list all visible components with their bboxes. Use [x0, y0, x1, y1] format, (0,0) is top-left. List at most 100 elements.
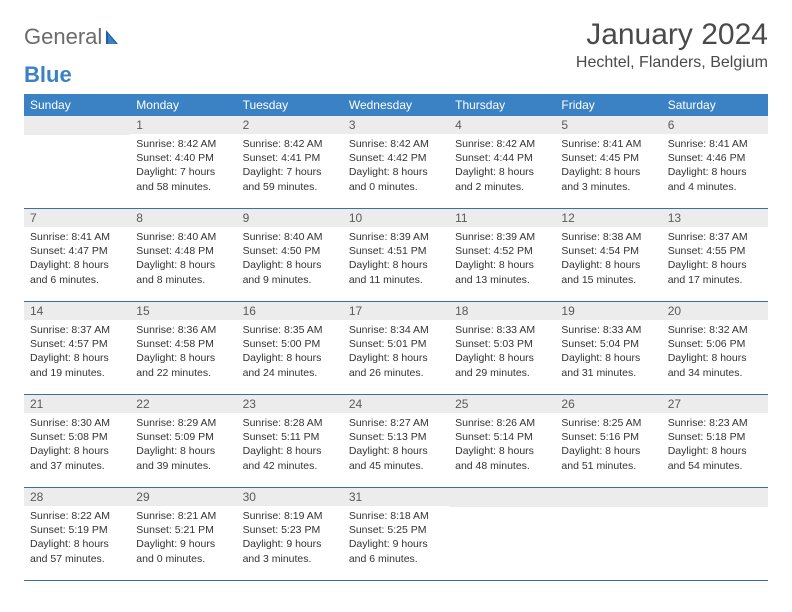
calendar-week: 28Sunrise: 8:22 AMSunset: 5:19 PMDayligh…	[24, 488, 768, 581]
calendar-cell: 14Sunrise: 8:37 AMSunset: 4:57 PMDayligh…	[24, 302, 130, 395]
day-info: Sunrise: 8:33 AMSunset: 5:04 PMDaylight:…	[555, 320, 661, 384]
day-number: 6	[662, 116, 768, 134]
day-info: Sunrise: 8:41 AMSunset: 4:47 PMDaylight:…	[24, 227, 130, 291]
month-title: January 2024	[576, 18, 768, 52]
calendar-cell: 15Sunrise: 8:36 AMSunset: 4:58 PMDayligh…	[130, 302, 236, 395]
calendar-cell	[555, 488, 661, 581]
calendar-cell: 24Sunrise: 8:27 AMSunset: 5:13 PMDayligh…	[343, 395, 449, 488]
day-number: 23	[237, 395, 343, 413]
calendar-cell: 7Sunrise: 8:41 AMSunset: 4:47 PMDaylight…	[24, 209, 130, 302]
day-number: 4	[449, 116, 555, 134]
weekday-header: Sunday	[24, 94, 130, 116]
title-block: January 2024 Hechtel, Flanders, Belgium	[576, 18, 768, 72]
day-number: 31	[343, 488, 449, 506]
day-number-empty	[662, 488, 768, 507]
day-info: Sunrise: 8:28 AMSunset: 5:11 PMDaylight:…	[237, 413, 343, 477]
day-info: Sunrise: 8:42 AMSunset: 4:40 PMDaylight:…	[130, 134, 236, 198]
day-info: Sunrise: 8:26 AMSunset: 5:14 PMDaylight:…	[449, 413, 555, 477]
day-number: 13	[662, 209, 768, 227]
day-number-empty	[555, 488, 661, 507]
calendar-cell: 11Sunrise: 8:39 AMSunset: 4:52 PMDayligh…	[449, 209, 555, 302]
day-info: Sunrise: 8:36 AMSunset: 4:58 PMDaylight:…	[130, 320, 236, 384]
day-info: Sunrise: 8:27 AMSunset: 5:13 PMDaylight:…	[343, 413, 449, 477]
day-info: Sunrise: 8:18 AMSunset: 5:25 PMDaylight:…	[343, 506, 449, 570]
day-info: Sunrise: 8:34 AMSunset: 5:01 PMDaylight:…	[343, 320, 449, 384]
day-info: Sunrise: 8:21 AMSunset: 5:21 PMDaylight:…	[130, 506, 236, 570]
calendar-cell: 25Sunrise: 8:26 AMSunset: 5:14 PMDayligh…	[449, 395, 555, 488]
calendar-cell: 22Sunrise: 8:29 AMSunset: 5:09 PMDayligh…	[130, 395, 236, 488]
weekday-header: Wednesday	[343, 94, 449, 116]
day-number: 20	[662, 302, 768, 320]
weekday-header: Tuesday	[237, 94, 343, 116]
day-info: Sunrise: 8:32 AMSunset: 5:06 PMDaylight:…	[662, 320, 768, 384]
weekday-header: Friday	[555, 94, 661, 116]
calendar-cell: 28Sunrise: 8:22 AMSunset: 5:19 PMDayligh…	[24, 488, 130, 581]
day-info: Sunrise: 8:39 AMSunset: 4:51 PMDaylight:…	[343, 227, 449, 291]
calendar-cell	[449, 488, 555, 581]
calendar-cell: 18Sunrise: 8:33 AMSunset: 5:03 PMDayligh…	[449, 302, 555, 395]
calendar-cell: 30Sunrise: 8:19 AMSunset: 5:23 PMDayligh…	[237, 488, 343, 581]
calendar-cell: 9Sunrise: 8:40 AMSunset: 4:50 PMDaylight…	[237, 209, 343, 302]
day-info: Sunrise: 8:42 AMSunset: 4:42 PMDaylight:…	[343, 134, 449, 198]
calendar-cell	[662, 488, 768, 581]
day-number: 22	[130, 395, 236, 413]
calendar-week: 1Sunrise: 8:42 AMSunset: 4:40 PMDaylight…	[24, 116, 768, 209]
calendar-cell: 1Sunrise: 8:42 AMSunset: 4:40 PMDaylight…	[130, 116, 236, 209]
day-number: 11	[449, 209, 555, 227]
day-info: Sunrise: 8:40 AMSunset: 4:50 PMDaylight:…	[237, 227, 343, 291]
calendar-cell: 26Sunrise: 8:25 AMSunset: 5:16 PMDayligh…	[555, 395, 661, 488]
calendar-cell: 4Sunrise: 8:42 AMSunset: 4:44 PMDaylight…	[449, 116, 555, 209]
location: Hechtel, Flanders, Belgium	[576, 54, 768, 72]
day-info: Sunrise: 8:25 AMSunset: 5:16 PMDaylight:…	[555, 413, 661, 477]
calendar-page: General January 2024 Hechtel, Flanders, …	[0, 0, 792, 599]
calendar-cell: 5Sunrise: 8:41 AMSunset: 4:45 PMDaylight…	[555, 116, 661, 209]
day-number: 3	[343, 116, 449, 134]
calendar-cell: 2Sunrise: 8:42 AMSunset: 4:41 PMDaylight…	[237, 116, 343, 209]
calendar-week: 14Sunrise: 8:37 AMSunset: 4:57 PMDayligh…	[24, 302, 768, 395]
calendar-cell: 20Sunrise: 8:32 AMSunset: 5:06 PMDayligh…	[662, 302, 768, 395]
day-number: 21	[24, 395, 130, 413]
day-info: Sunrise: 8:23 AMSunset: 5:18 PMDaylight:…	[662, 413, 768, 477]
day-number: 8	[130, 209, 236, 227]
day-info: Sunrise: 8:39 AMSunset: 4:52 PMDaylight:…	[449, 227, 555, 291]
day-number: 17	[343, 302, 449, 320]
calendar-cell: 8Sunrise: 8:40 AMSunset: 4:48 PMDaylight…	[130, 209, 236, 302]
calendar-cell: 29Sunrise: 8:21 AMSunset: 5:21 PMDayligh…	[130, 488, 236, 581]
calendar-week: 21Sunrise: 8:30 AMSunset: 5:08 PMDayligh…	[24, 395, 768, 488]
logo-sail-icon	[104, 28, 124, 46]
calendar-week: 7Sunrise: 8:41 AMSunset: 4:47 PMDaylight…	[24, 209, 768, 302]
day-number: 30	[237, 488, 343, 506]
day-info: Sunrise: 8:40 AMSunset: 4:48 PMDaylight:…	[130, 227, 236, 291]
day-number: 15	[130, 302, 236, 320]
day-info: Sunrise: 8:42 AMSunset: 4:41 PMDaylight:…	[237, 134, 343, 198]
calendar-cell: 31Sunrise: 8:18 AMSunset: 5:25 PMDayligh…	[343, 488, 449, 581]
calendar-cell	[24, 116, 130, 209]
day-number: 19	[555, 302, 661, 320]
weekday-row: SundayMondayTuesdayWednesdayThursdayFrid…	[24, 94, 768, 116]
calendar-table: SundayMondayTuesdayWednesdayThursdayFrid…	[24, 94, 768, 581]
logo-word-1: General	[24, 24, 102, 50]
logo-word-2: Blue	[24, 62, 72, 88]
day-info: Sunrise: 8:19 AMSunset: 5:23 PMDaylight:…	[237, 506, 343, 570]
calendar-head: SundayMondayTuesdayWednesdayThursdayFrid…	[24, 94, 768, 116]
day-number: 16	[237, 302, 343, 320]
day-info: Sunrise: 8:38 AMSunset: 4:54 PMDaylight:…	[555, 227, 661, 291]
day-info: Sunrise: 8:30 AMSunset: 5:08 PMDaylight:…	[24, 413, 130, 477]
day-number: 27	[662, 395, 768, 413]
day-number: 9	[237, 209, 343, 227]
day-info: Sunrise: 8:35 AMSunset: 5:00 PMDaylight:…	[237, 320, 343, 384]
calendar-cell: 13Sunrise: 8:37 AMSunset: 4:55 PMDayligh…	[662, 209, 768, 302]
day-info: Sunrise: 8:22 AMSunset: 5:19 PMDaylight:…	[24, 506, 130, 570]
day-number: 25	[449, 395, 555, 413]
day-number: 2	[237, 116, 343, 134]
calendar-cell: 3Sunrise: 8:42 AMSunset: 4:42 PMDaylight…	[343, 116, 449, 209]
day-number: 1	[130, 116, 236, 134]
day-number: 28	[24, 488, 130, 506]
calendar-cell: 6Sunrise: 8:41 AMSunset: 4:46 PMDaylight…	[662, 116, 768, 209]
day-number: 5	[555, 116, 661, 134]
day-number: 24	[343, 395, 449, 413]
day-number: 18	[449, 302, 555, 320]
calendar-cell: 16Sunrise: 8:35 AMSunset: 5:00 PMDayligh…	[237, 302, 343, 395]
calendar-cell: 27Sunrise: 8:23 AMSunset: 5:18 PMDayligh…	[662, 395, 768, 488]
day-info: Sunrise: 8:37 AMSunset: 4:55 PMDaylight:…	[662, 227, 768, 291]
